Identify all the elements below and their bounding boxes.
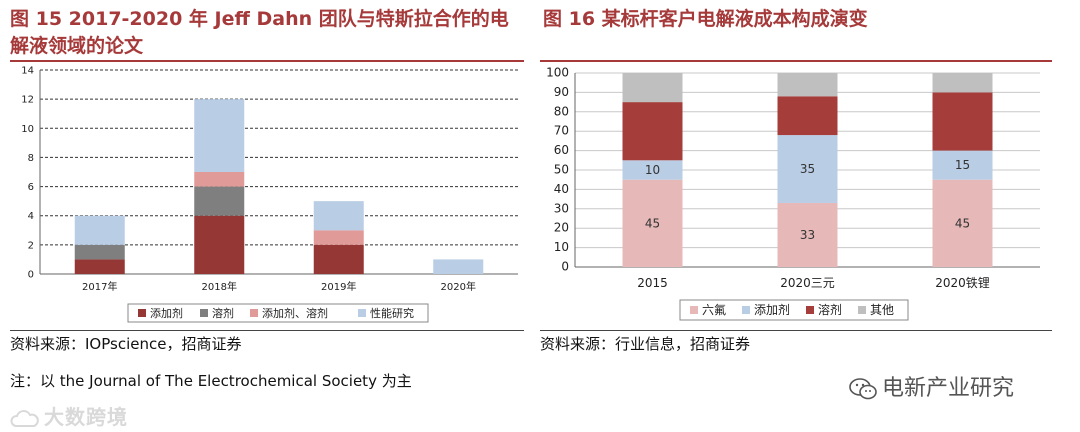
fig16-legend-label: 其他 [870,303,894,317]
fig16-legend-swatch [806,306,814,314]
fig15-category-label: 2018年 [202,280,237,293]
figure16-top-rule [540,60,1052,62]
fig16-bar-溶剂-2020三元 [777,96,838,136]
fig16-legend-swatch [690,306,698,314]
fig16-bar-其他-2020三元 [777,73,838,97]
figure15-title: 图 15 2017-2020 年 Jeff Dahn 团队与特斯拉合作的电解液领… [10,8,509,57]
fig16-data-label: 33 [800,228,815,242]
fig16-category-label: 2020铁锂 [935,275,990,290]
figure15-top-rule [10,60,524,62]
fig15-bar-添加剂、溶剂-2018年 [194,172,245,187]
fig15-category-label: 2019年 [321,280,356,293]
fig15-y-tick-label: 2 [28,240,34,251]
fig16-y-tick-label: 20 [554,221,569,235]
fig15-legend-swatch [200,309,208,317]
figure15-note: 注：以 the Journal of The Electrochemical S… [10,372,412,390]
fig16-legend-swatch [858,306,866,314]
fig16-y-tick-label: 80 [554,104,569,118]
fig15-legend-box [127,303,429,323]
fig16-y-tick-label: 50 [554,163,569,177]
fig15-legend-label: 性能研究 [370,306,414,320]
fig15-bar-添加剂-2019年 [313,244,364,274]
fig16-bar-其他-2015 [622,73,683,103]
fig16-y-tick-label: 0 [561,260,569,274]
fig16-data-label: 15 [955,158,970,172]
fig15-bar-性能研究-2019年 [313,201,364,231]
fig16-y-tick-label: 100 [546,66,569,80]
figure15-bottom-rule [10,330,524,331]
fig15-legend-label: 溶剂 [212,306,234,320]
figure16-title: 图 16 某标杆客户电解液成本构成演变 [543,8,868,30]
figure16-source: 资料来源：行业信息，招商证券 [540,335,751,353]
fig16-legend-swatch [742,306,750,314]
fig16-bar-溶剂-2015 [622,102,683,161]
fig15-legend-label: 添加剂、溶剂 [262,306,328,320]
fig15-bar-性能研究-2018年 [194,99,245,172]
fig16-y-tick-label: 30 [554,201,569,215]
fig16-bar-添加剂-2020铁锂 [932,150,993,180]
watermark-right: 电新产业研究 [848,370,1014,402]
fig16-category-label: 2020三元 [780,276,835,290]
fig16-bar-添加剂-2015 [622,160,683,180]
fig16-bar-六氟-2015 [622,179,683,267]
fig16-y-tick-label: 60 [554,143,569,157]
fig16-category-label: 2015 [637,276,668,290]
fig15-bar-性能研究-2020年 [433,259,484,274]
fig16-data-label: 10 [645,163,660,177]
watermark-right-text: 电新产业研究 [882,376,1015,401]
fig16-legend-label: 六氟 [702,303,726,317]
fig15-y-tick-label: 14 [21,66,34,77]
fig15-legend-label: 添加剂 [150,306,183,320]
fig15-y-tick-label: 8 [28,153,34,164]
fig15-legend-swatch [358,309,366,317]
fig16-y-tick-label: 40 [554,182,569,196]
fig15-category-label: 2017年 [82,280,117,293]
fig16-bar-六氟-2020三元 [777,202,838,267]
fig15-y-tick-label: 12 [21,95,34,106]
fig16-bar-添加剂-2020三元 [777,135,838,203]
fig15-bar-添加剂-2017年 [74,259,125,274]
fig16-data-label: 45 [645,216,660,230]
fig15-y-tick-label: 10 [21,124,34,135]
fig15-y-tick-label: 0 [28,270,34,281]
fig15-bar-添加剂-2018年 [194,215,245,274]
figure15-source: 资料来源：IOPscience，招商证券 [10,335,242,353]
fig15-legend-swatch [138,309,146,317]
fig15-bar-溶剂-2018年 [194,186,245,216]
wechat-icon [849,378,877,400]
figure16-chart: 0 10 20 30 40 50 60 70 80 90 100 45 10 2015 33 35 2020三元… [546,66,1040,321]
fig15-bar-性能研究-2017年 [74,215,125,245]
fig15-bar-溶剂-2017年 [74,244,125,260]
watermark-left-text: 大数跨境 [44,405,128,429]
fig16-legend-box [679,299,909,321]
cloud-logo-icon [10,409,39,427]
fig16-bar-溶剂-2020铁锂 [932,92,993,151]
fig16-y-tick-label: 10 [554,240,569,254]
watermark-left: 大数跨境 [10,401,128,430]
fig15-legend-swatch [250,309,258,317]
figure16-bottom-rule [540,330,1052,331]
fig16-data-label: 35 [800,162,815,176]
fig16-y-tick-label: 90 [554,85,569,99]
fig15-y-tick-label: 4 [28,211,34,222]
fig16-bar-六氟-2020铁锂 [932,179,993,267]
fig16-y-tick-label: 70 [554,124,569,138]
fig15-y-tick-label: 6 [28,182,34,193]
fig16-data-label: 45 [955,216,970,230]
fig16-legend-label: 添加剂 [754,302,790,317]
fig16-legend-label: 溶剂 [818,302,842,317]
fig16-bar-其他-2020铁锂 [932,73,993,93]
fig15-category-label: 2020年 [441,280,476,293]
fig15-bar-添加剂、溶剂-2019年 [313,230,364,245]
